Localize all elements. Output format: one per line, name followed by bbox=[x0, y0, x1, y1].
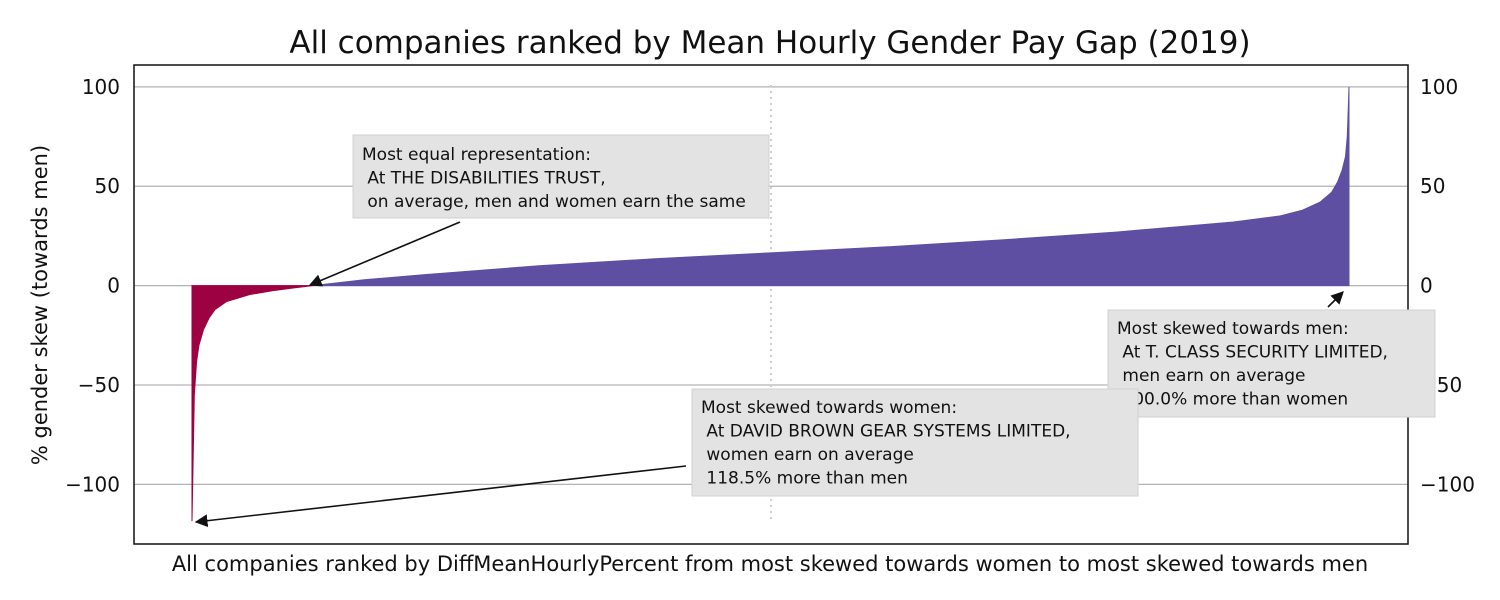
y-tick-label-left: 50 bbox=[95, 174, 120, 198]
annotation-text-line: women earn on average bbox=[701, 445, 914, 465]
annotation-arrow bbox=[308, 221, 461, 287]
x-axis-label: All companies ranked by DiffMeanHourlyPe… bbox=[172, 552, 1368, 576]
plot-area bbox=[191, 86, 1350, 522]
annotation-text-line: Most skewed towards men: bbox=[1117, 319, 1349, 339]
annotations: Most equal representation: At THE DISABI… bbox=[194, 134, 1436, 528]
annotation-arrow bbox=[194, 465, 687, 528]
y-tick-label-left: −50 bbox=[78, 373, 120, 397]
annotation-text-line: on average, men and women earn the same bbox=[362, 192, 746, 212]
annotation-text-line: At T. CLASS SECURITY LIMITED, bbox=[1117, 343, 1388, 363]
annotation-equal: Most equal representation: At THE DISABI… bbox=[308, 134, 770, 287]
annotation-women: Most skewed towards women: At DAVID BROW… bbox=[194, 388, 1139, 528]
annotation-arrow bbox=[1327, 291, 1344, 308]
annotation-box bbox=[1107, 309, 1436, 418]
annotation-text-line: Most skewed towards women: bbox=[701, 398, 957, 418]
annotation-box bbox=[691, 388, 1139, 497]
men-skew-area bbox=[312, 86, 1350, 287]
plot-frame bbox=[133, 64, 1409, 545]
annotation-box bbox=[352, 134, 770, 219]
y-tick-label-left: 100 bbox=[82, 75, 120, 99]
annotation-text-line: At DAVID BROWN GEAR SYSTEMS LIMITED, bbox=[701, 422, 1071, 442]
y-tick-label-left: 0 bbox=[107, 274, 120, 298]
y-tick-label-right: 0 bbox=[1420, 274, 1433, 298]
y-axis-label: % gender skew (towards men) bbox=[28, 145, 52, 465]
y-tick-label-right: 50 bbox=[1420, 174, 1445, 198]
women-skew-area bbox=[191, 285, 313, 522]
annotation-text-line: men earn on average bbox=[1117, 366, 1306, 386]
y-tick-label-right: −100 bbox=[1420, 472, 1475, 496]
y-tick-label-left: −100 bbox=[65, 472, 120, 496]
annotation-men: Most skewed towards men: At T. CLASS SEC… bbox=[1107, 291, 1436, 418]
annotation-text-line: Most equal representation: bbox=[362, 145, 591, 165]
annotation-text-line: 100.0% more than women bbox=[1117, 390, 1348, 410]
y-tick-label-right: 100 bbox=[1420, 75, 1458, 99]
annotation-text-line: 118.5% more than men bbox=[701, 469, 908, 489]
chart-title: All companies ranked by Mean Hourly Gend… bbox=[289, 25, 1250, 61]
annotation-text-line: At THE DISABILITIES TRUST, bbox=[362, 169, 606, 189]
